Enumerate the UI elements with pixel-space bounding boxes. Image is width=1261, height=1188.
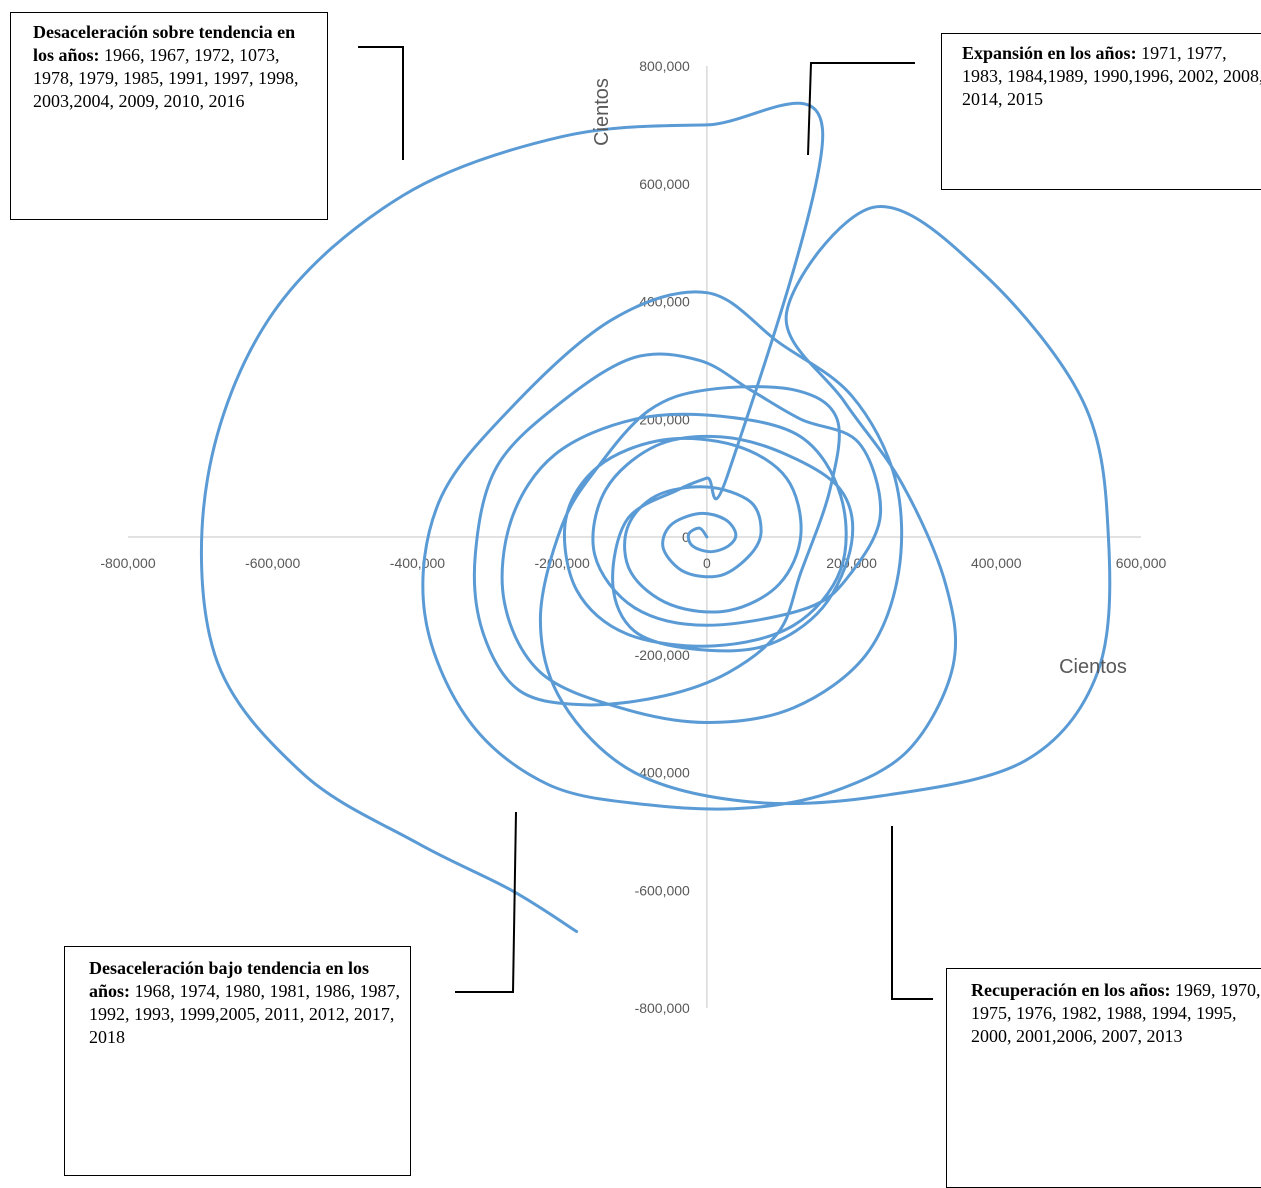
x-tick-label: 600,000 [1116, 555, 1167, 571]
y-tick-label: 0 [682, 529, 690, 545]
y-tick-labels: 800,000600,000400,000200,0000-200,000-40… [635, 58, 690, 1016]
annotation-title: Expansión en los años: [962, 43, 1142, 63]
leader-line-bottom-left [455, 811, 517, 993]
x-tick-label: -200,000 [535, 555, 590, 571]
y-tick-label: 800,000 [639, 58, 690, 74]
y-tick-label: -200,000 [635, 647, 690, 663]
x-tick-label: 0 [703, 555, 711, 571]
y-axis-title: Cientos [591, 78, 613, 146]
annotation-years: 1969, 1970, 1975, 1976, 1982, 1988, 1994… [971, 980, 1261, 1046]
y-tick-label: -600,000 [635, 882, 690, 898]
x-tick-label: -600,000 [245, 555, 300, 571]
annotation-title: Desaceleración bajo tendencia en los año… [89, 958, 369, 1001]
annotation-box-bottom-right: Recuperación en los años: 1969, 1970, 19… [946, 968, 1261, 1188]
annotation-years: 1971, 1977, 1983, 1984,1989, 1990,1996, … [962, 43, 1261, 109]
leader-line-top-left [358, 46, 404, 160]
y-tick-label: -400,000 [635, 765, 690, 781]
x-tick-labels: -800,000 -600,000 -400,000 -200,000 0 200,000… [100, 555, 1166, 571]
x-tick-label: 400,000 [971, 555, 1022, 571]
x-tick-label: -400,000 [390, 555, 445, 571]
leader-lines [358, 46, 933, 1000]
annotation-years: 1968, 1974, 1980, 1981, 1986, 1987, 1992… [89, 981, 401, 1047]
annotation-title: Recuperación en los años: [971, 980, 1175, 1000]
annotation-years: 1966, 1967, 1972, 1073, 1978, 1979, 1985… [33, 45, 299, 111]
leader-line-top-right [807, 62, 915, 156]
x-tick-label: -800,000 [100, 555, 155, 571]
x-axis-title: Cientos [1059, 656, 1127, 678]
annotation-title: Desaceleración sobre tendencia en los añ… [33, 22, 296, 65]
annotation-box-bottom-left: Desaceleración bajo tendencia en los año… [64, 946, 411, 1176]
series-line [199, 101, 1112, 933]
y-tick-label: 400,000 [639, 294, 690, 310]
spiral-chart: -800,000 -600,000 -400,000 -200,000 0 200,000… [100, 46, 1167, 1016]
y-tick-label: 600,000 [639, 176, 690, 192]
leader-line-bottom-right [891, 826, 933, 1000]
annotation-box-top-left: Desaceleración sobre tendencia en los añ… [10, 12, 328, 220]
annotation-box-top-right: Expansión en los años: 1971, 1977, 1983,… [941, 33, 1261, 190]
y-tick-label: -800,000 [635, 1000, 690, 1016]
x-tick-label: 200,000 [826, 555, 877, 571]
